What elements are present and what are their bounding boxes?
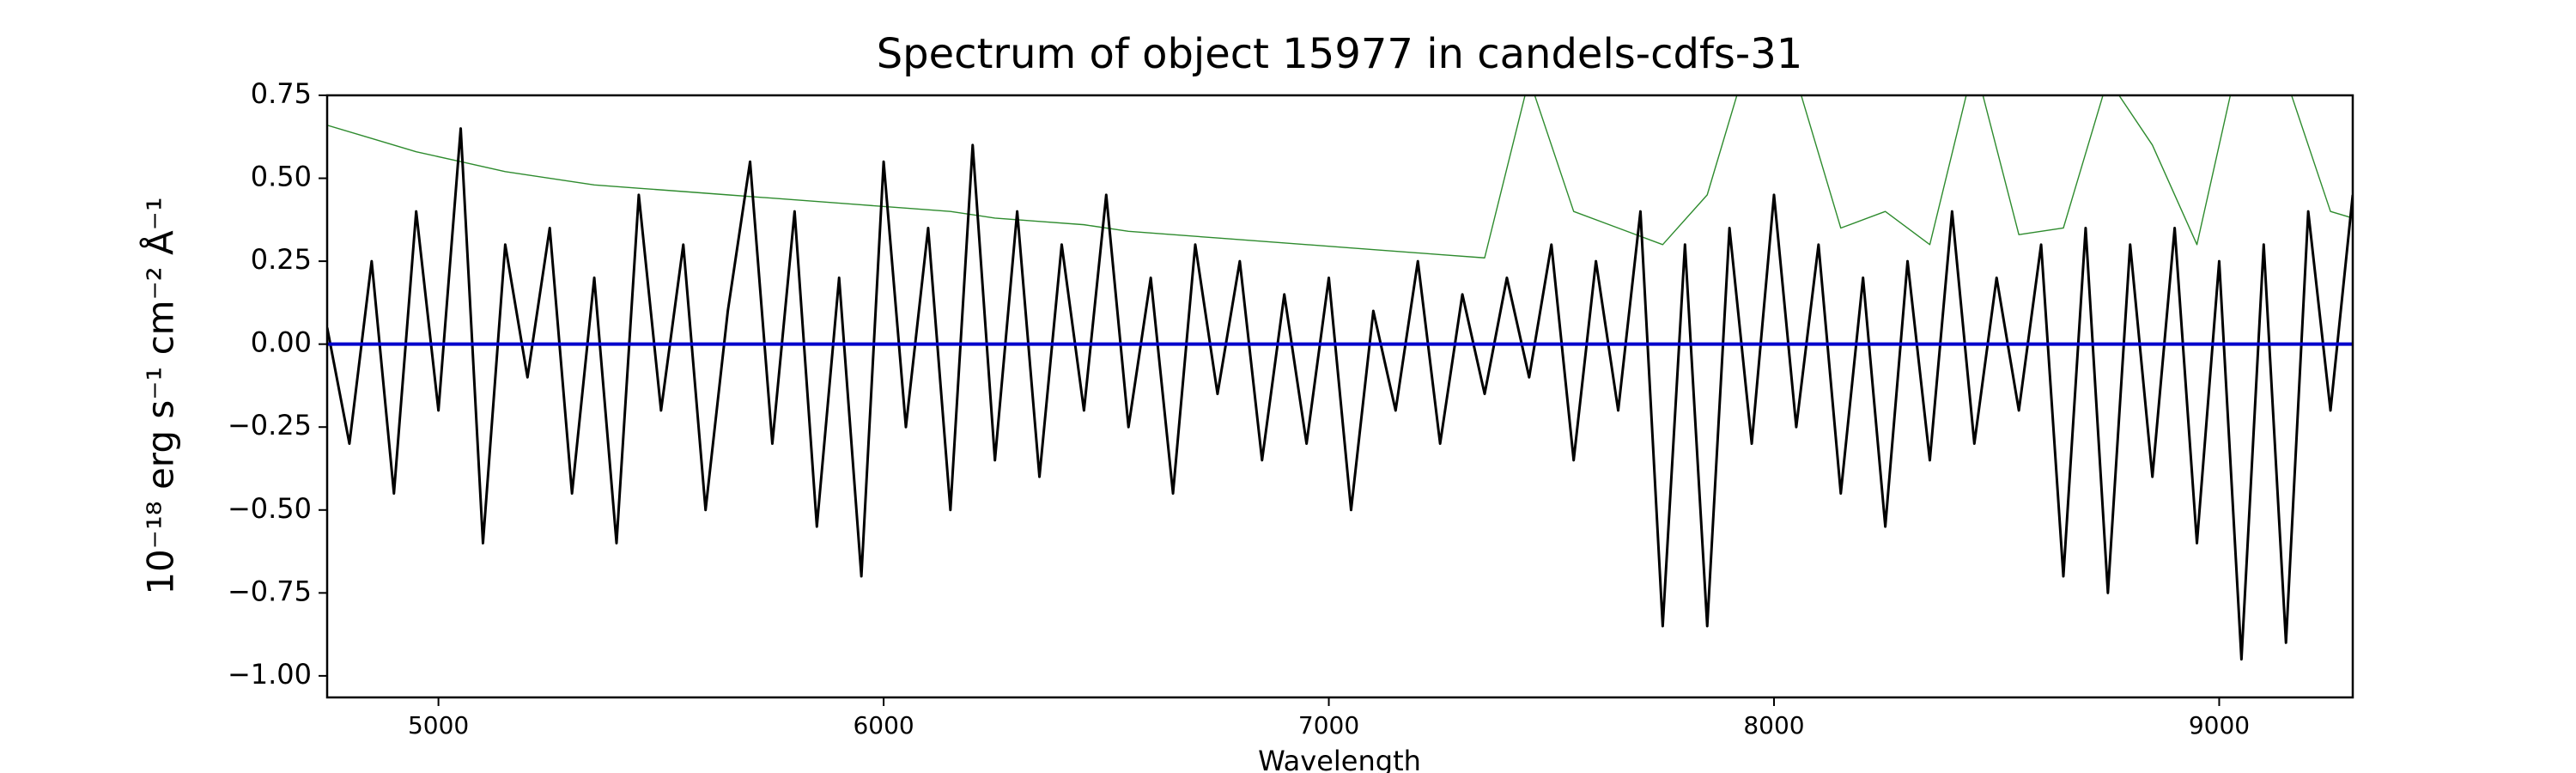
x-tick-label: 8000: [1743, 711, 1804, 740]
spectrum-line: [327, 127, 2353, 661]
x-tick-label: 9000: [2189, 711, 2250, 740]
y-tick-label: −0.25: [228, 409, 312, 441]
chart-title: Spectrum of object 15977 in candels-cdfs…: [877, 30, 1803, 78]
y-tick-label: 0.75: [251, 77, 312, 110]
y-axis-label: 10⁻¹⁸ erg s⁻¹ cm⁻² Å⁻¹: [139, 197, 182, 594]
y-tick-label: 0.50: [251, 161, 312, 193]
x-tick-label: 5000: [408, 711, 469, 740]
y-tick-label: −0.50: [228, 492, 312, 525]
plot-frame: [325, 94, 2354, 699]
y-tick-label: −0.75: [228, 575, 312, 607]
plot-lines: [327, 95, 2353, 661]
x-tick-label: 6000: [853, 711, 914, 740]
spectrum-line: [327, 95, 2353, 259]
x-tick-label: 7000: [1298, 711, 1359, 740]
y-tick-label: 0.25: [251, 243, 312, 276]
x-axis-label: Wavelength: [1258, 745, 1421, 773]
y-tick-label: 0.00: [251, 326, 312, 359]
y-tick-label: −1.00: [228, 658, 312, 691]
